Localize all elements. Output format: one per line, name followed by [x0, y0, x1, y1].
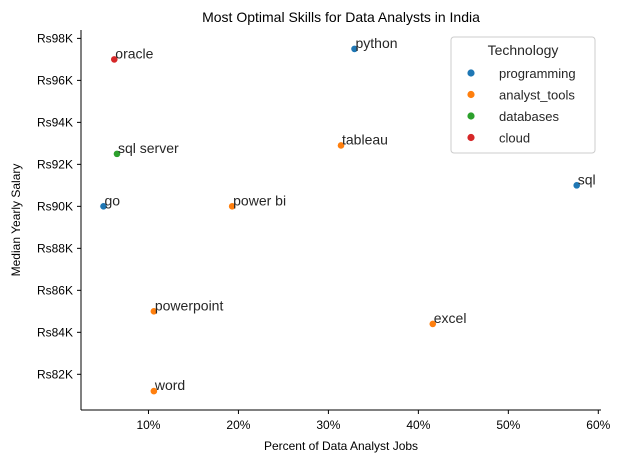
y-tick-label: Rs98K — [37, 31, 73, 45]
legend: Technology programming analyst_toolsdataba… — [450, 36, 596, 154]
axes: 10% 20% 30% 40% 50% 60% Rs82K Rs84K Rs86K Rs88K Rs… — [37, 30, 611, 432]
point-label: oracle — [115, 45, 153, 61]
x-tick-label: 20% — [226, 418, 250, 432]
legend-title: Technology — [488, 42, 559, 58]
x-axis-label: Percent of Data Analyst Jobs — [264, 439, 418, 453]
legend-marker — [467, 133, 475, 142]
x-tick-label: 30% — [316, 418, 340, 432]
y-tick-label: Rs82K — [37, 367, 73, 381]
point-label: powerpoint — [155, 297, 224, 313]
y-tick-label: Rs88K — [37, 241, 73, 255]
data-point — [149, 307, 158, 316]
point-label: sql server — [118, 140, 179, 156]
y-axis-label: Median Yearly Salary — [9, 164, 23, 277]
legend-entry-label: analyst_tools — [499, 88, 575, 103]
data-points — [99, 44, 581, 396]
point-label: word — [154, 377, 185, 393]
x-tick-label: 40% — [406, 418, 430, 432]
y-tick-label: Rs84K — [37, 325, 73, 339]
legend-entry-label: programming — [499, 66, 576, 81]
legend-entry-label: cloud — [499, 131, 530, 146]
data-point — [110, 55, 119, 64]
chart-title: Most Optimal Skills for Data Analysts in… — [202, 9, 480, 25]
y-tick-label: Rs96K — [37, 73, 73, 87]
data-point — [428, 320, 437, 328]
point-label: go — [104, 192, 120, 208]
point-label: sql — [578, 171, 596, 187]
y-tick-label: Rs90K — [37, 199, 73, 213]
legend-marker — [467, 112, 475, 120]
point-label: tableau — [342, 131, 388, 147]
data-point — [337, 141, 345, 150]
data-point — [149, 387, 158, 396]
x-tick-label: 60% — [586, 418, 610, 432]
data-point — [228, 202, 237, 211]
y-tick-label: Rs86K — [37, 283, 73, 297]
data-point — [99, 202, 108, 211]
y-tick-label: Rs94K — [37, 115, 73, 129]
x-tick-label: 50% — [496, 418, 520, 432]
data-point — [572, 181, 581, 190]
point-label: excel — [434, 310, 467, 326]
point-label: power bi — [233, 192, 286, 208]
data-point — [350, 44, 359, 53]
legend-entry-label: databases — [499, 109, 559, 124]
point-labels: python oracle tableau sql server sql go power … — [104, 35, 595, 393]
point-label: python — [355, 35, 397, 51]
legend-marker — [467, 90, 475, 99]
legend-box — [450, 36, 596, 154]
x-tick-label: 10% — [136, 418, 160, 432]
legend-marker — [467, 69, 475, 77]
y-tick-label: Rs92K — [37, 157, 73, 171]
data-point — [113, 149, 121, 158]
